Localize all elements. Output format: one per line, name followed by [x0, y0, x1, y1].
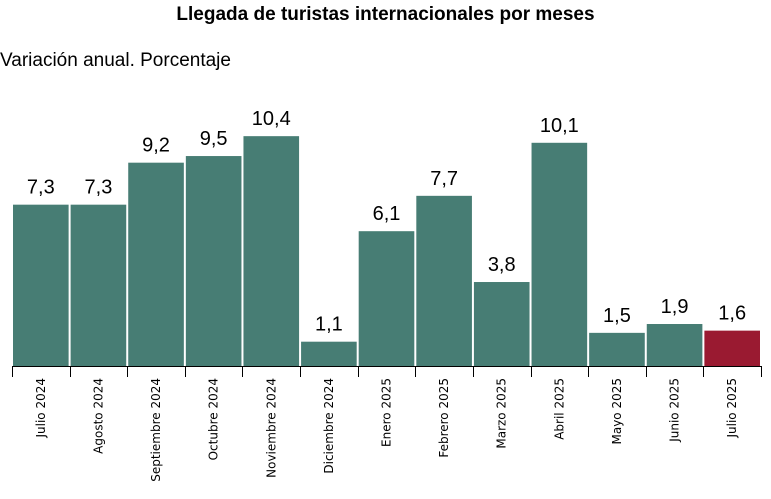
tick-label-13: Julio 2025 [725, 378, 739, 439]
value-label-12: 1,9 [661, 296, 689, 318]
tick-label-9: Marzo 2025 [495, 378, 509, 449]
tick-label-6: Diciembre 2024 [322, 378, 336, 474]
value-label-13: 1,6 [718, 303, 746, 325]
bar-10 [531, 142, 588, 366]
tick-label-7: Enero 2025 [380, 378, 394, 447]
value-label-9: 3,8 [488, 254, 516, 276]
bar-8 [416, 195, 472, 366]
bar-11 [589, 332, 645, 366]
bar-12 [646, 324, 703, 366]
bars-group [13, 136, 760, 366]
tick-label-10: Abril 2025 [552, 378, 566, 440]
bar-4 [185, 156, 242, 366]
bar-3 [128, 162, 184, 366]
bar-9 [473, 282, 530, 366]
tick-label-3: Septiembre 2024 [149, 378, 163, 482]
value-label-3: 9,2 [142, 135, 170, 157]
value-label-11: 1,5 [603, 305, 631, 327]
x-tick-labels-group: Julio 2024 Agosto 2024 Septiembre 2024 Octu… [34, 378, 739, 482]
value-label-7: 6,1 [373, 203, 401, 225]
tick-label-1: Julio 2024 [34, 378, 48, 439]
tick-label-8: Febrero 2025 [437, 378, 451, 458]
value-label-2: 7,3 [85, 177, 113, 199]
x-axis [12, 366, 762, 377]
bar-6 [301, 341, 357, 366]
tick-label-5: Noviembre 2024 [264, 378, 278, 478]
tick-label-4: Octubre 2024 [207, 378, 221, 460]
value-label-6: 1,1 [315, 314, 343, 336]
chart-subtitle: Variación anual. Porcentaje [0, 50, 231, 71]
value-label-4: 9,5 [200, 128, 228, 150]
tick-label-12: Junio 2025 [668, 378, 682, 443]
bar-2 [70, 204, 127, 366]
bar-1 [13, 204, 69, 366]
value-label-1: 7,3 [27, 177, 55, 199]
value-label-8: 7,7 [430, 168, 458, 190]
tick-label-11: Mayo 2025 [610, 378, 624, 445]
bar-7 [358, 231, 415, 366]
value-labels-group: 7,3 7,3 9,2 9,5 10,4 1,1 6,1 7,7 3,8 10,1 1,5 1,9 1,… [27, 108, 746, 336]
chart-title: Llegada de turistas internacionales por … [176, 4, 595, 25]
tick-label-2: Agosto 2024 [91, 378, 105, 454]
value-label-10: 10,1 [540, 115, 579, 137]
bar-13 [704, 330, 760, 366]
bar-5 [243, 136, 300, 366]
value-label-5: 10,4 [252, 108, 291, 130]
